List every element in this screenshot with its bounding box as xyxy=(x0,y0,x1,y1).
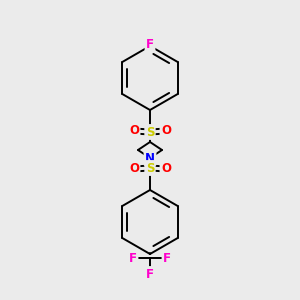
Text: S: S xyxy=(146,161,154,175)
Text: F: F xyxy=(163,251,171,265)
Text: N: N xyxy=(145,152,155,164)
Text: O: O xyxy=(161,163,171,176)
Text: O: O xyxy=(161,124,171,137)
Text: F: F xyxy=(146,268,154,281)
Text: O: O xyxy=(129,124,139,137)
Text: F: F xyxy=(146,38,154,52)
Text: S: S xyxy=(146,125,154,139)
Text: F: F xyxy=(129,251,137,265)
Text: O: O xyxy=(129,163,139,176)
